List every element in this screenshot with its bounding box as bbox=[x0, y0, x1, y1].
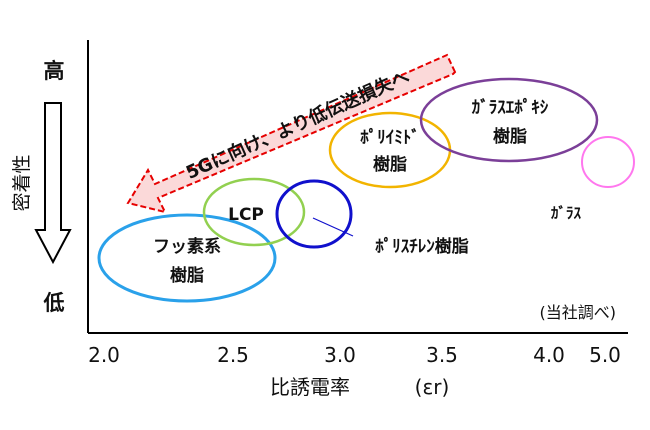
fluoro-resin-label: 樹脂 bbox=[170, 265, 204, 286]
material-bubbles: フッ素系樹脂LCPﾎﾟﾘｲﾐﾄﾞ樹脂ｶﾞﾗｽｴﾎﾟｷｼ樹脂ｶﾞﾗｽﾎﾟﾘｽﾁﾚﾝ… bbox=[97, 77, 635, 303]
y-direction-arrow bbox=[34, 102, 72, 265]
y-axis-title: 密着性 bbox=[11, 154, 33, 211]
x-tick-label: 3.0 bbox=[324, 343, 356, 367]
glass-label: ｶﾞﾗｽ bbox=[551, 204, 582, 222]
lcp-bubble bbox=[202, 177, 306, 247]
x-tick-label: 4.0 bbox=[533, 343, 565, 367]
glass-epoxy-label: 樹脂 bbox=[493, 126, 527, 147]
arrow-shape bbox=[126, 53, 457, 214]
polyimide-bubble bbox=[328, 111, 452, 189]
polyimide-label: ﾎﾟﾘｲﾐﾄﾞ bbox=[360, 127, 420, 148]
fluoro-resin-label: フッ素系 bbox=[153, 237, 221, 257]
x-tick-label: 2.5 bbox=[217, 343, 249, 367]
polystyrene-leader bbox=[312, 217, 354, 237]
polyimide-label: 樹脂 bbox=[373, 154, 407, 175]
x-axis-title: 比誘電率 bbox=[270, 375, 350, 399]
glass-epoxy-bubble bbox=[419, 77, 599, 163]
x-tick-labels: 2.0 2.5 3.0 3.5 4.0 5.0 bbox=[88, 343, 621, 367]
glass-bubble bbox=[581, 136, 635, 188]
x-tick-label: 5.0 bbox=[589, 343, 621, 367]
x-axis-symbol: (εr) bbox=[415, 375, 450, 399]
lcp-label: LCP bbox=[228, 205, 264, 225]
y-high-label: 高 bbox=[44, 59, 65, 83]
y-low-label: 低 bbox=[43, 291, 65, 315]
source-note: (当社調べ) bbox=[540, 303, 617, 322]
polystyrene-label: ﾎﾟﾘｽﾁﾚﾝ樹脂 bbox=[375, 236, 469, 257]
polystyrene-bubble bbox=[275, 179, 353, 249]
glass-epoxy-label: ｶﾞﾗｽｴﾎﾟｷｼ bbox=[472, 97, 549, 118]
x-tick-label: 3.5 bbox=[426, 343, 458, 367]
fluoro-resin-bubble bbox=[97, 213, 277, 303]
x-tick-label: 2.0 bbox=[88, 343, 120, 367]
